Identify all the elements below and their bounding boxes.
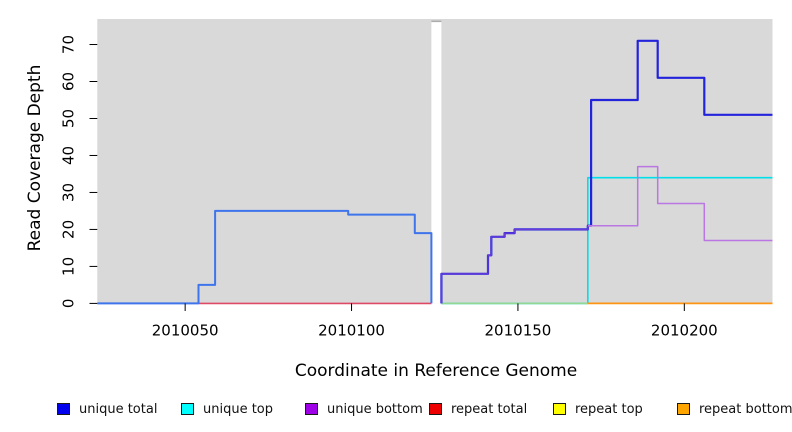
y-tick-label: 0 [60, 299, 78, 309]
series-line-unique-total-part1 [97, 209, 433, 305]
y-tick-label: 50 [60, 109, 78, 128]
x-tick-label: 2010100 [318, 322, 385, 340]
y-tick-label: 30 [60, 183, 78, 202]
x-tick-label: 2010050 [152, 322, 219, 340]
y-tick-label: 70 [60, 35, 78, 54]
x-axis-title: Coordinate in Reference Genome [295, 361, 577, 381]
y-tick-label: 40 [60, 146, 78, 165]
y-tick-label: 20 [60, 220, 78, 239]
series-line-unique-bottom-part2 [587, 165, 773, 242]
y-axis-title: Read Coverage Depth [25, 65, 45, 252]
y-tick-label: 60 [60, 72, 78, 91]
series-line-unique-bottom-part1 [440, 225, 589, 304]
no-data-gap [431, 21, 442, 304]
x-tick-label: 2010200 [651, 322, 718, 340]
x-tick-label: 2010150 [485, 322, 552, 340]
no-data-gap-cap [431, 20, 442, 23]
y-tick-label: 10 [60, 257, 78, 276]
plot-layer: 2010050 2010100 2010150 2010200 0 10 20 30 40 50 6… [60, 19, 773, 340]
